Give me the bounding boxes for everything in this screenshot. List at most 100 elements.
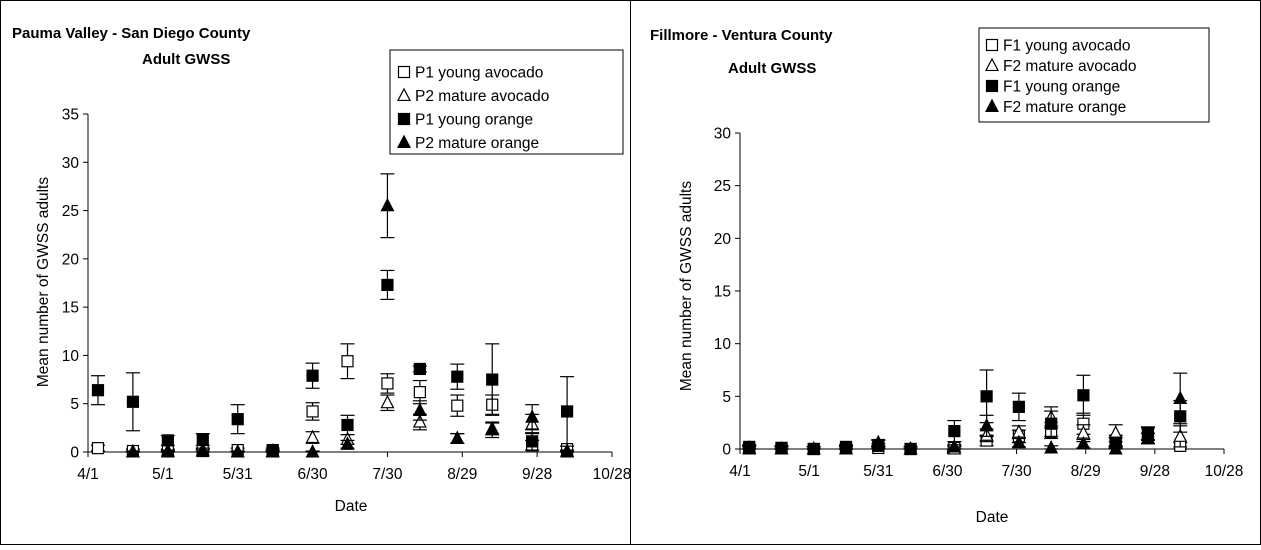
- y-tick-label: 20: [714, 231, 732, 248]
- y-tick-label: 15: [714, 284, 731, 301]
- legend-entries-fillmore: F1 young avocado F2 mature avocado F1 youn…: [985, 38, 1137, 116]
- data-point: [306, 405, 319, 418]
- x-tick-label: 8/29: [1071, 463, 1101, 480]
- chart-title-fillmore: Fillmore - Ventura County: [650, 27, 833, 44]
- x-tick-label: 9/28: [522, 466, 552, 483]
- legend-fillmore: F1 young avocado F2 mature avocado F1 youn…: [978, 27, 1210, 123]
- legend-marker: [397, 134, 411, 149]
- data-point: [381, 377, 394, 390]
- legend-box-pauma: [389, 49, 624, 155]
- legend-entries-pauma: P1 young avocado P2 mature avocado P1 youn…: [397, 65, 549, 152]
- data-point: [125, 444, 140, 458]
- y-tick-label: 5: [722, 389, 731, 406]
- data-point: [1044, 440, 1059, 454]
- legend-box-fillmore: [978, 27, 1210, 123]
- y-tick-label: 20: [62, 251, 80, 268]
- data-point: [230, 444, 245, 458]
- legend-pauma: P1 young avocado P2 mature avocado P1 youn…: [389, 49, 624, 155]
- x-tick-label: 4/1: [77, 466, 99, 483]
- data-point: [126, 395, 140, 408]
- data-point: [948, 424, 961, 438]
- data-point: [305, 444, 320, 458]
- data-point: [871, 435, 886, 450]
- data-point: [451, 399, 464, 412]
- plot-area-fillmore: 0 5 10 15 20 25 30 4/1 5/1 5/31 6/30 7/30 8/29 9/28 10…: [714, 126, 1244, 481]
- data-point: [806, 441, 821, 455]
- x-tick-label: 4/1: [729, 463, 751, 480]
- data-point: [91, 442, 105, 455]
- legend-marker: [985, 79, 999, 93]
- data-point: [742, 441, 757, 455]
- data-point: [451, 370, 464, 383]
- data-point: [91, 384, 105, 397]
- data-point: [195, 443, 210, 457]
- y-tick-label: 25: [62, 203, 79, 220]
- data-point: [412, 414, 427, 428]
- legend-label: P2 mature orange: [415, 135, 539, 152]
- x-axis-label-pauma: Date: [335, 498, 368, 515]
- data-point: [1012, 400, 1025, 413]
- x-tick-label: 5/31: [223, 466, 253, 483]
- legend-marker: [985, 57, 999, 72]
- y-tick-label: 15: [62, 300, 79, 317]
- data-point: [1077, 389, 1090, 402]
- data-point: [381, 278, 394, 292]
- x-tick-label: 5/31: [863, 463, 893, 480]
- legend-label: F2 mature avocado: [1003, 58, 1137, 75]
- legend-label: F1 young orange: [1003, 79, 1120, 96]
- x-tick-label: 10/28: [593, 466, 632, 483]
- data-point: [525, 409, 540, 423]
- data-point: [1011, 434, 1026, 449]
- y-tick-label: 35: [62, 107, 79, 124]
- series-p1-young-orange: [90, 269, 575, 457]
- y-tick-label: 0: [70, 445, 79, 462]
- data-point: [340, 436, 355, 450]
- data-point: [560, 405, 574, 418]
- plot-area-pauma: 0 5 10 15 20 25 30 35 4/1 5/1 5/31 6/30 7/30 8/29 9/28…: [62, 107, 632, 484]
- series-p2-mature-orange: [125, 173, 575, 458]
- data-point: [903, 441, 918, 455]
- data-point: [412, 402, 427, 417]
- data-point: [1173, 428, 1188, 442]
- data-point: [380, 394, 395, 409]
- data-point: [341, 355, 354, 368]
- x-tick-label: 6/30: [297, 466, 328, 483]
- data-point: [947, 438, 962, 453]
- y-tick-label: 0: [722, 442, 731, 459]
- data-point: [485, 420, 500, 435]
- chart-subtitle-pauma: Adult GWSS: [142, 51, 230, 68]
- data-point: [380, 197, 395, 212]
- y-tick-label: 30: [62, 155, 80, 172]
- x-axis-label-fillmore: Date: [976, 509, 1009, 526]
- y-tick-label: 30: [714, 126, 732, 143]
- x-tick-label: 9/28: [1140, 463, 1170, 480]
- data-point: [1045, 417, 1058, 430]
- legend-marker: [985, 98, 999, 113]
- legend-label: P1 young orange: [415, 112, 533, 129]
- y-axis-label-fillmore: Mean number of GWSS adults: [678, 181, 695, 391]
- x-tick-label: 5/1: [798, 463, 820, 480]
- x-tick-label: 5/1: [152, 466, 174, 483]
- data-point: [526, 435, 539, 448]
- legend-marker: [397, 112, 411, 126]
- legend-marker: [397, 87, 411, 102]
- data-point: [486, 373, 499, 386]
- data-point: [1108, 441, 1123, 455]
- x-tick-label: 6/30: [932, 463, 963, 480]
- legend-label: F2 mature orange: [1003, 99, 1126, 116]
- y-tick-label: 10: [714, 336, 732, 353]
- chart-title-pauma: Pauma Valley - San Diego County: [12, 25, 251, 42]
- legend-label: P1 young avocado: [415, 65, 543, 82]
- data-point: [160, 444, 175, 458]
- data-point: [413, 386, 426, 399]
- y-tick-label: 25: [714, 178, 731, 195]
- data-point: [1076, 435, 1091, 450]
- x-tick-label: 10/28: [1205, 463, 1244, 480]
- chart-subtitle-fillmore: Adult GWSS: [728, 60, 816, 77]
- data-point: [450, 430, 465, 445]
- legend-marker: [397, 65, 411, 79]
- y-tick-label: 10: [62, 348, 80, 365]
- x-tick-label: 7/30: [1001, 463, 1032, 480]
